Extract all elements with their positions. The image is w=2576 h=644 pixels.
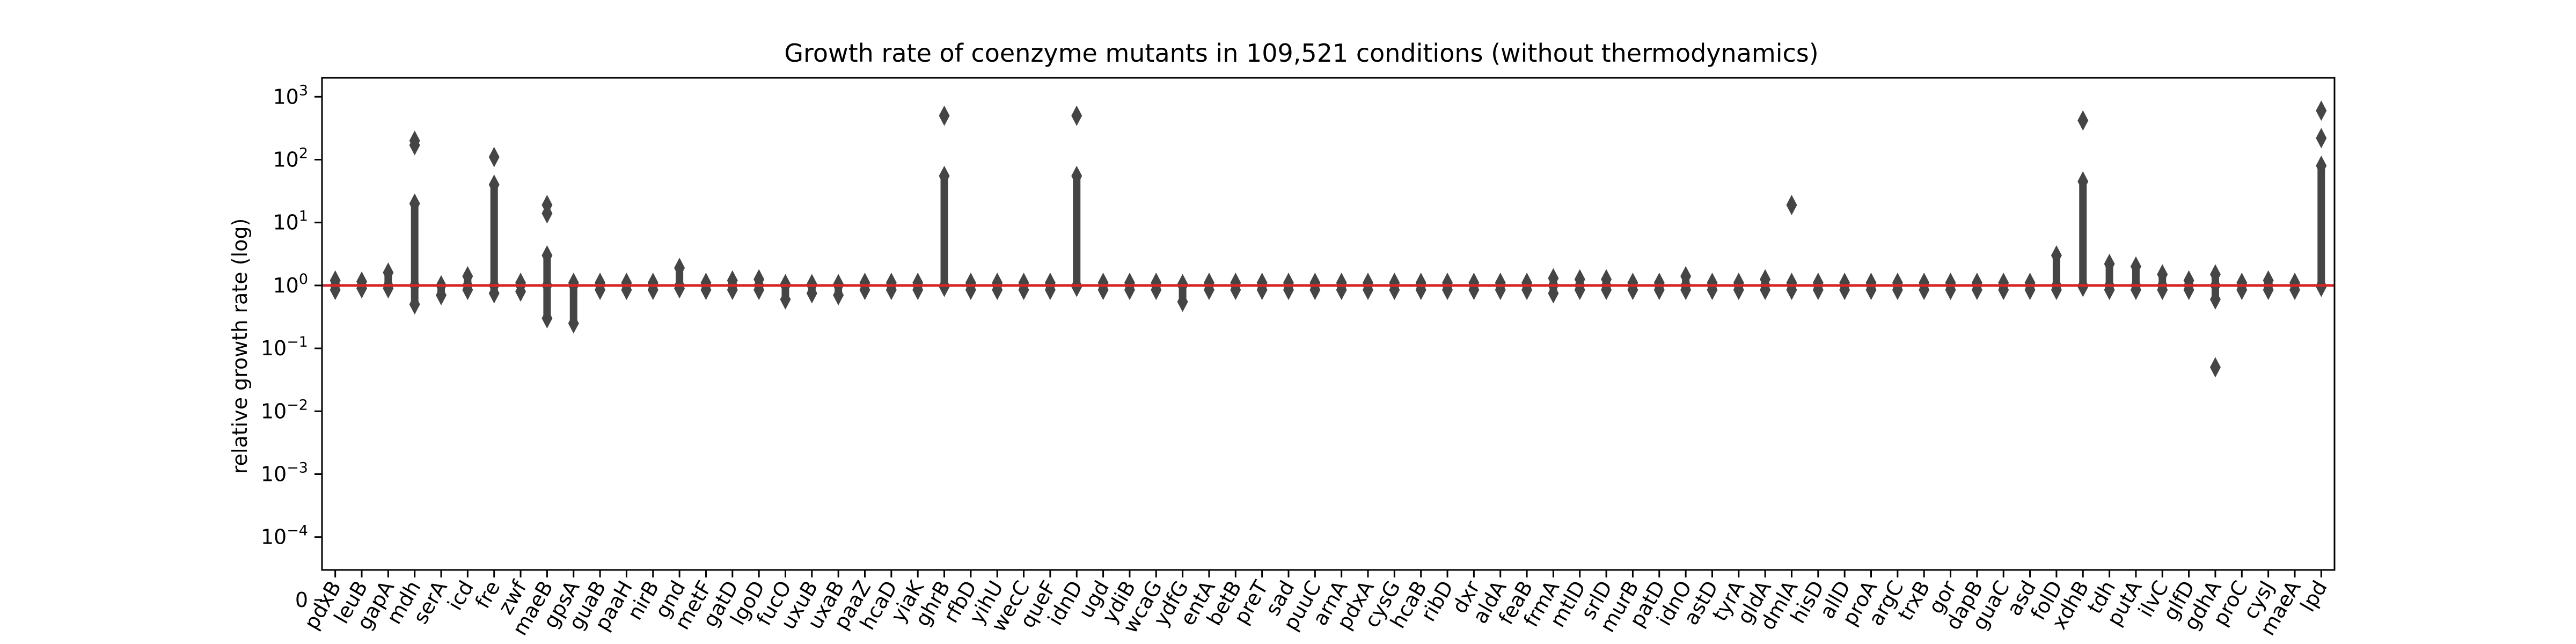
ticks-layer: 0 10−4 10−3 10−2 10−1 100 101 102 103 xyxy=(261,82,322,612)
chart-title: Growth rate of coenzyme mutants in 109,5… xyxy=(784,39,1818,68)
point-max-putA xyxy=(2130,256,2141,277)
point-outlier-ghrB xyxy=(939,105,950,126)
y-tick-label: 103 xyxy=(273,82,308,108)
point-outlier-dmlA xyxy=(1786,195,1797,216)
y-tick-label: 10−1 xyxy=(261,334,308,360)
point-max-folD xyxy=(2051,245,2062,266)
strip-xdhB xyxy=(2079,181,2087,287)
y-tick-label: 102 xyxy=(273,145,308,171)
point-max-fre xyxy=(488,174,500,195)
strip-lpd xyxy=(2317,165,2325,287)
point-max-gapA xyxy=(383,262,394,283)
strip-ghrB xyxy=(940,175,948,287)
point-outlier-lpd xyxy=(2316,128,2327,149)
y-tick-label: 101 xyxy=(273,208,308,235)
point-max-maeB xyxy=(541,245,553,266)
point-max-tdh xyxy=(2104,253,2115,274)
y-tick-label: 10−2 xyxy=(261,397,308,423)
point-max-xdhB xyxy=(2077,171,2089,192)
point-min-ydfG xyxy=(1177,291,1188,312)
marks-layer xyxy=(330,100,2327,378)
strip-idnD xyxy=(1073,175,1081,287)
point-max-lpd xyxy=(2316,155,2327,176)
point-min-mdh xyxy=(409,294,420,315)
strip-gpsA xyxy=(569,283,577,324)
point-outlier-maeB xyxy=(541,195,553,216)
y-tick-label: 10−3 xyxy=(261,460,308,486)
point-min-fucO xyxy=(780,289,791,310)
point-min-gdhA xyxy=(2209,289,2221,310)
y-tick-label: 0 xyxy=(295,588,308,612)
point-min-maeB xyxy=(541,308,553,329)
point-outlier-lpd xyxy=(2316,100,2327,121)
strip-fre xyxy=(490,185,498,294)
point-outlier-idnD xyxy=(1071,105,1082,126)
point-outlier-xdhB xyxy=(2077,110,2089,131)
point-min-gpsA xyxy=(568,313,579,334)
point-outlier-gdhA xyxy=(2209,357,2221,378)
y-axis-label: relative growth rate (log) xyxy=(228,218,252,474)
point-max-gdhA xyxy=(2209,264,2221,285)
point-outlier-fre xyxy=(488,147,500,167)
point-max-idnD xyxy=(1071,165,1082,186)
point-max-ghrB xyxy=(939,165,950,186)
plot-frame xyxy=(321,77,2336,571)
point-max-gnd xyxy=(674,258,685,279)
y-tick-label: 10−4 xyxy=(261,523,308,549)
point-max-mdh xyxy=(409,193,420,214)
y-tick-label: 100 xyxy=(273,271,308,297)
point-max-ilvC xyxy=(2157,264,2168,285)
point-outlier-mdh xyxy=(409,130,420,151)
